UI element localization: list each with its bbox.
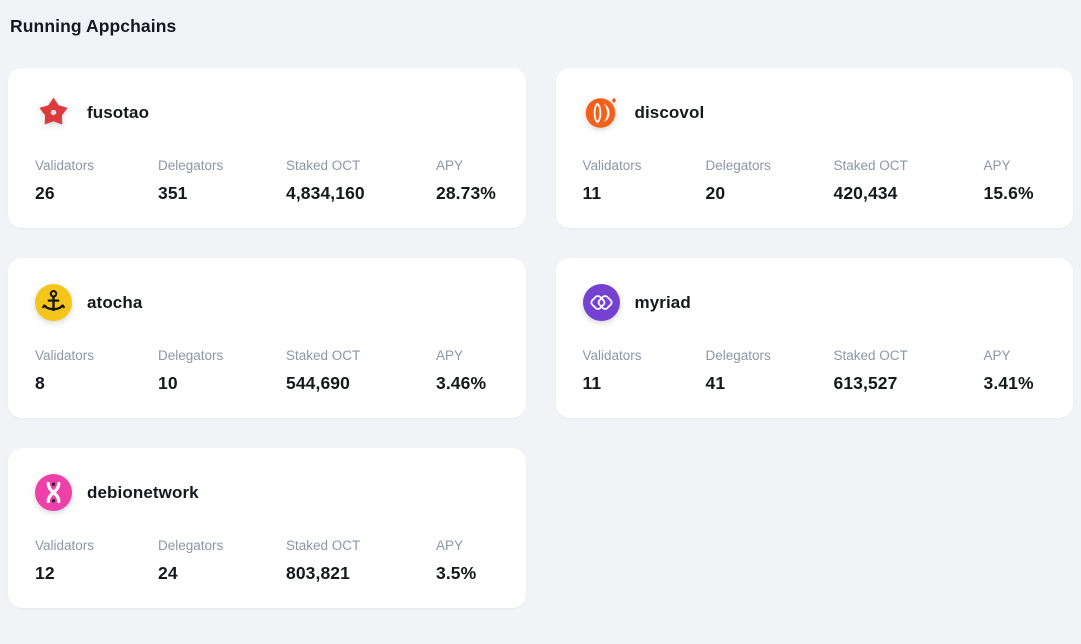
stat-value: 10 [158, 373, 178, 393]
stat-value: 26 [35, 183, 55, 203]
appchain-card-fusotao[interactable]: fusotao Validators 26 Delegators 351 Sta… [8, 68, 526, 228]
chain-logo [582, 284, 620, 321]
stat-value: 3.46% [436, 373, 487, 393]
appchain-card-discovol[interactable]: discovol Validators 11 Delegators 20 Sta… [555, 68, 1073, 228]
appchain-grid: fusotao Validators 26 Delegators 351 Sta… [8, 68, 1073, 608]
card-header: myriad [582, 284, 1050, 321]
stat-label: Staked OCT [286, 158, 361, 173]
stat-label: Staked OCT [286, 348, 361, 363]
stat-value: 11 [582, 373, 602, 393]
chain-name: myriad [634, 292, 691, 312]
stat-label: Delegators [158, 158, 224, 173]
stat-staked-oct: Staked OCT 803,821 [286, 538, 436, 584]
stat-delegators: Delegators 20 [706, 158, 834, 204]
chain-logo [35, 94, 72, 131]
stat-apy: APY 3.41% [984, 348, 1050, 394]
chain-logo [35, 284, 72, 321]
stat-label: APY [436, 538, 464, 553]
stat-apy: APY 3.5% [436, 538, 502, 584]
stats-row: Validators 11 Delegators 41 Staked OCT 6… [583, 348, 1050, 394]
stat-value: 544,690 [286, 373, 350, 393]
stat-label: Validators [582, 348, 642, 363]
stat-value: 613,527 [833, 373, 898, 393]
stat-validators: Validators 8 [35, 348, 158, 394]
appchain-card-atocha[interactable]: atocha Validators 8 Delegators 10 Staked… [8, 258, 526, 418]
stat-value: 803,821 [286, 563, 350, 583]
stat-label: Validators [35, 158, 95, 173]
stat-label: Validators [35, 538, 95, 553]
stat-value: 28.73% [436, 183, 496, 203]
stat-label: Delegators [158, 538, 224, 553]
card-header: debionetwork [35, 474, 502, 511]
stat-value: 20 [705, 183, 726, 203]
chain-logo [583, 94, 620, 131]
stat-label: Delegators [705, 348, 771, 363]
page-title: Running Appchains [10, 16, 177, 36]
stat-label: APY [436, 158, 464, 173]
stat-apy: APY 3.46% [436, 348, 502, 394]
stat-delegators: Delegators 351 [158, 158, 286, 204]
stat-value: 41 [705, 373, 726, 393]
stat-apy: APY 28.73% [436, 158, 502, 204]
stat-label: Validators [35, 348, 95, 363]
stat-label: APY [436, 348, 464, 363]
stat-value: 24 [158, 563, 178, 583]
stat-apy: APY 15.6% [984, 158, 1050, 204]
stat-label: Validators [582, 158, 642, 173]
dna-icon [35, 474, 72, 511]
card-header: discovol [583, 94, 1050, 131]
anchor-icon [35, 284, 72, 321]
stat-staked-oct: Staked OCT 544,690 [286, 348, 436, 394]
card-header: atocha [35, 284, 502, 321]
stat-label: Delegators [705, 158, 771, 173]
stat-label: APY [983, 348, 1011, 363]
stat-value: 3.5% [436, 563, 477, 583]
stat-value: 11 [582, 183, 602, 203]
stat-validators: Validators 26 [35, 158, 158, 204]
stat-label: Staked OCT [286, 538, 361, 553]
discovol-disc-icon [585, 97, 616, 128]
stat-value: 420,434 [833, 183, 898, 203]
stat-delegators: Delegators 10 [158, 348, 286, 394]
stat-value: 15.6% [983, 183, 1034, 203]
stat-label: Delegators [158, 348, 224, 363]
fusotao-flower-icon [39, 97, 68, 125]
stat-validators: Validators 12 [35, 538, 158, 584]
chain-name: atocha [87, 292, 143, 312]
stats-row: Validators 11 Delegators 20 Staked OCT 4… [583, 158, 1050, 204]
chain-logo [35, 474, 72, 511]
stat-staked-oct: Staked OCT 4,834,160 [286, 158, 436, 204]
stat-value: 351 [158, 183, 188, 203]
stats-row: Validators 12 Delegators 24 Staked OCT 8… [35, 538, 502, 584]
appchain-card-myriad[interactable]: myriad Validators 11 Delegators 41 Stake… [555, 258, 1073, 418]
stat-label: Staked OCT [833, 158, 908, 173]
stats-row: Validators 26 Delegators 351 Staked OCT … [35, 158, 502, 204]
stat-value: 8 [35, 373, 45, 393]
chain-name: debionetwork [87, 482, 199, 502]
card-header: fusotao [35, 94, 502, 131]
stats-row: Validators 8 Delegators 10 Staked OCT 54… [35, 348, 502, 394]
chain-name: fusotao [87, 102, 150, 122]
stat-validators: Validators 11 [583, 348, 706, 394]
stat-delegators: Delegators 41 [706, 348, 834, 394]
stat-validators: Validators 11 [583, 158, 706, 204]
stat-label: Staked OCT [833, 348, 908, 363]
stat-delegators: Delegators 24 [158, 538, 286, 584]
stat-value: 3.41% [983, 373, 1034, 393]
stat-value: 12 [35, 563, 55, 583]
myriad-loops-icon [582, 284, 620, 321]
stat-value: 4,834,160 [286, 183, 365, 203]
stat-label: APY [983, 158, 1011, 173]
chain-name: discovol [634, 102, 705, 122]
stat-staked-oct: Staked OCT 613,527 [834, 348, 984, 394]
appchain-card-debionetwork[interactable]: debionetwork Validators 12 Delegators 24… [8, 448, 526, 608]
stat-staked-oct: Staked OCT 420,434 [834, 158, 984, 204]
